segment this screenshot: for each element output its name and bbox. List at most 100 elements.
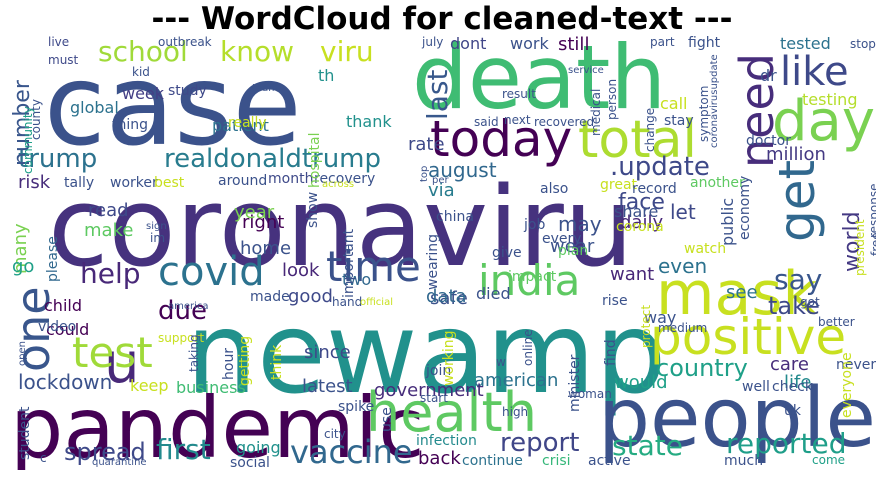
word-outbreak: outbreak	[158, 36, 212, 49]
word-stay: stay	[664, 113, 694, 129]
word-hour: hour	[221, 347, 237, 380]
word-share: share	[614, 202, 659, 221]
word-sign: sign	[146, 221, 167, 232]
word-active: active	[588, 453, 631, 469]
word-back: back	[418, 448, 461, 469]
word-let: let	[670, 200, 696, 224]
word-corona: corona	[616, 219, 664, 235]
word-free: free	[869, 232, 876, 256]
word-safe: safe	[430, 288, 468, 309]
word-city: city	[324, 427, 346, 441]
word-time: time	[326, 242, 421, 291]
word-wear: wear	[550, 236, 595, 257]
word-uk: uk	[784, 403, 801, 419]
word-next: next	[504, 113, 531, 127]
word-never: never	[836, 357, 876, 373]
word-data: data	[426, 286, 467, 307]
word-best: best	[154, 175, 185, 191]
word-get: get	[768, 159, 826, 242]
word-report: report	[500, 428, 580, 458]
word-country: country	[656, 354, 748, 382]
word-global: global	[70, 98, 119, 117]
word-start: start	[420, 391, 448, 405]
word-viru: viru	[320, 36, 374, 68]
word-since: since	[304, 342, 351, 363]
word-tested: tested	[780, 36, 831, 53]
word-year: year	[234, 202, 275, 223]
word-economy: economy	[737, 175, 753, 240]
word-quarantine: quarantine	[92, 457, 147, 468]
word-life: life	[784, 372, 812, 393]
word-child: child	[44, 296, 82, 315]
word-doctor: doctor	[746, 133, 791, 149]
word-medical: medical	[589, 88, 603, 136]
word-much: much	[724, 453, 764, 469]
word-rate: rate	[408, 134, 445, 155]
word-due: due	[158, 296, 207, 326]
word-record: record	[632, 181, 677, 197]
word-even: even	[658, 254, 708, 278]
word-show: show	[305, 191, 321, 228]
word-minister: minister	[567, 354, 583, 412]
word-business: business	[176, 378, 246, 397]
word-response: response	[867, 183, 876, 238]
word-public: public	[718, 197, 737, 246]
word-part: part	[650, 36, 675, 49]
word-think: think	[269, 344, 285, 380]
word-live: live	[48, 36, 70, 49]
word-two: two	[342, 270, 372, 289]
word-call: call	[660, 94, 688, 113]
word-spike: spike	[338, 399, 375, 415]
word-c: c	[40, 451, 47, 465]
word-watch: watch	[684, 241, 727, 257]
word-risk: risk	[18, 172, 51, 193]
word-team: team	[252, 83, 278, 94]
word-getting: getting	[237, 335, 253, 386]
word-america: america	[168, 301, 209, 312]
word-reported: reported	[726, 427, 847, 460]
word-service: service	[568, 65, 604, 76]
word-come: come	[812, 453, 846, 467]
word-across: across	[322, 179, 355, 190]
word-want: want	[610, 264, 655, 285]
word-great: great	[600, 177, 638, 193]
word-working: working	[441, 330, 457, 386]
word-way: way	[644, 308, 677, 327]
word-really: really	[228, 115, 267, 131]
word-read: read	[88, 200, 129, 221]
word-recovered: recovered	[534, 115, 595, 129]
word-please: please	[45, 236, 61, 282]
word-job: job	[524, 217, 546, 233]
word-month: month	[268, 171, 314, 187]
word-impact: impact	[508, 269, 557, 285]
word-could: could	[46, 320, 90, 339]
word-change: change	[643, 107, 657, 152]
word-say: say	[774, 263, 823, 296]
word-rise: rise	[602, 293, 628, 309]
word-important: important	[341, 228, 357, 298]
word-social: social	[230, 455, 270, 470]
word-pandemic: pandemic	[10, 379, 425, 470]
word-everyone: everyone	[839, 352, 855, 418]
word-face: face	[618, 190, 665, 215]
word-died: died	[476, 284, 511, 303]
word-patient: patient	[212, 116, 269, 135]
word-wearing: wearing	[425, 233, 441, 290]
word-woman: woman	[568, 387, 612, 401]
word-last: last	[421, 69, 454, 120]
word-help: help	[80, 257, 141, 290]
word-dr: dr	[760, 66, 777, 85]
word-make: make	[84, 220, 134, 241]
word-another: another	[690, 175, 745, 191]
word-open: open	[17, 341, 28, 366]
word-spread: spread	[64, 438, 146, 466]
word-state: state	[612, 429, 683, 462]
word-trump: trump	[18, 144, 98, 174]
word-total: total	[578, 110, 697, 170]
word-high: high	[502, 405, 529, 419]
word-via: via	[428, 180, 455, 201]
word-vaccine: vaccine	[290, 433, 413, 470]
word-hospital: hospital	[307, 132, 323, 188]
word-government: government	[374, 380, 484, 401]
word-lockdown: lockdown	[18, 370, 113, 394]
